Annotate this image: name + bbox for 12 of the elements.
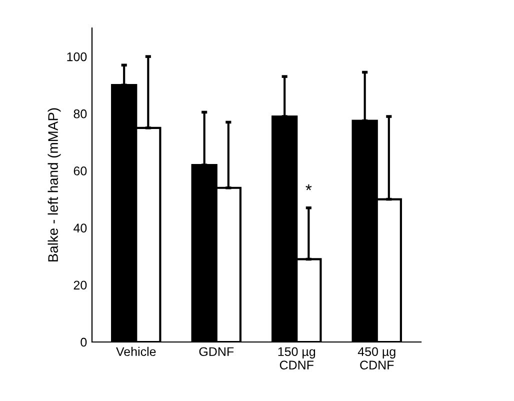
- y-tick-label: 80: [74, 109, 87, 118]
- x-tick-label: 450 µg CDNF: [358, 347, 396, 370]
- y-axis-title: Balke - left hand (mMAP): [48, 108, 61, 262]
- x-tick-label: 150 µg CDNF: [278, 347, 316, 370]
- y-tick-label: 60: [74, 166, 87, 176]
- y-tick-label: 0: [80, 338, 87, 347]
- y-tick-label: 100: [67, 52, 87, 62]
- y-tick-label: 20: [74, 280, 87, 290]
- x-tick-label: GDNF: [199, 347, 234, 356]
- x-tick-label: Vehicle: [116, 346, 156, 356]
- annotation: *: [306, 184, 312, 190]
- y-tick-label: 40: [74, 224, 87, 232]
